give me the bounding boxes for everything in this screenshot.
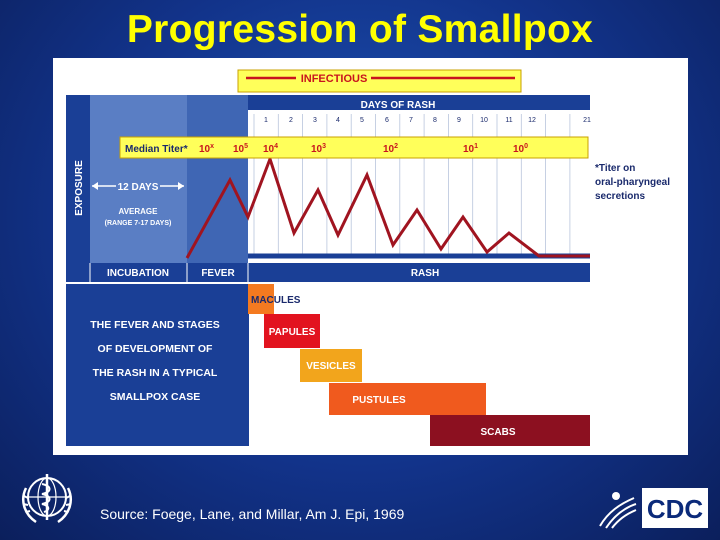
macules-bar xyxy=(248,284,274,314)
fever-label: FEVER xyxy=(201,268,235,279)
incubation-region xyxy=(90,95,187,263)
day-number: 7 xyxy=(409,117,413,124)
infectious-label: INFECTIOUS xyxy=(301,73,368,85)
titer-value: 102 xyxy=(383,143,398,155)
vesicles-label: VESICLES xyxy=(306,361,356,372)
who-emblem-icon xyxy=(22,474,72,524)
cdc-logo-icon: CDC xyxy=(599,488,708,529)
titer-note-line-1: *Titer on xyxy=(595,163,635,174)
day-number: 6 xyxy=(385,117,389,124)
average-label: AVERAGE xyxy=(119,207,159,216)
stages-title-line-3: THE RASH IN A TYPICAL xyxy=(93,367,218,379)
scabs-bar xyxy=(430,415,590,446)
titer-note-line-3: secretions xyxy=(595,191,645,202)
titer-note-line-2: oral-pharyngeal xyxy=(595,177,670,188)
papules-bar xyxy=(264,314,320,348)
exposure-label: EXPOSURE xyxy=(74,160,85,216)
pustules-bar xyxy=(329,383,486,415)
day-number: 5 xyxy=(360,117,364,124)
day-number: 12 xyxy=(528,117,536,124)
cdc-text: CDC xyxy=(647,494,704,524)
range-label: (RANGE 7-17 DAYS) xyxy=(105,220,172,227)
titer-value: 101 xyxy=(463,143,478,155)
median-titer-label: Median Titer* xyxy=(125,144,188,155)
twelve-days-label: 12 DAYS xyxy=(118,182,159,193)
day-number: 10 xyxy=(480,117,488,124)
rash-days-grid xyxy=(248,110,590,263)
titer-value: 104 xyxy=(263,143,278,155)
day-numbers: 1 2 3 4 5 6 7 8 9 10 11 12 21 xyxy=(264,117,591,124)
titer-value: 10x xyxy=(199,143,214,155)
days-of-rash-label: DAYS OF RASH xyxy=(361,100,436,111)
pustules-label: PUSTULES xyxy=(352,395,406,406)
stages-title-line-2: OF DEVELOPMENT OF xyxy=(98,343,214,355)
median-titer-bar xyxy=(119,136,589,159)
titer-value: 103 xyxy=(311,143,326,155)
day-number: 2 xyxy=(289,117,293,124)
smallpox-progression-diagram: DAYS OF RASH 1 2 3 4 5 6 7 8 9 10 11 12 21 INFECTIOU… xyxy=(66,69,670,446)
day-number: 21 xyxy=(583,117,591,124)
source-citation: Source: Foege, Lane, and Millar, Am J. E… xyxy=(100,506,405,522)
titer-values: 10x 105 104 103 102 101 100 xyxy=(199,143,528,155)
day-number: 4 xyxy=(336,117,340,124)
vesicles-bar xyxy=(300,349,362,382)
day-number: 8 xyxy=(433,117,437,124)
macules-label: MACULES xyxy=(251,295,301,306)
scabs-label: SCABS xyxy=(480,427,515,438)
day-number: 9 xyxy=(457,117,461,124)
diagram-panel: DAYS OF RASH 1 2 3 4 5 6 7 8 9 10 11 12 21 INFECTIOU… xyxy=(53,58,688,455)
slide-title: Progression of Smallpox xyxy=(126,8,594,51)
day-number: 1 xyxy=(264,117,268,124)
day-number: 11 xyxy=(505,117,512,124)
arrow-right-icon xyxy=(178,182,184,190)
day-number: 3 xyxy=(313,117,317,124)
stages-title-line-1: THE FEVER AND STAGES xyxy=(90,319,220,331)
incubation-label: INCUBATION xyxy=(107,268,169,279)
papules-label: PAPULES xyxy=(269,327,316,338)
titer-curve xyxy=(185,154,590,259)
fever-region xyxy=(187,95,248,263)
arrow-left-icon xyxy=(92,182,98,190)
rash-label: RASH xyxy=(411,268,439,279)
titer-value: 105 xyxy=(233,143,248,155)
titer-value: 100 xyxy=(513,143,528,155)
stages-title-line-4: SMALLPOX CASE xyxy=(110,391,200,403)
infectious-bar xyxy=(237,69,522,93)
